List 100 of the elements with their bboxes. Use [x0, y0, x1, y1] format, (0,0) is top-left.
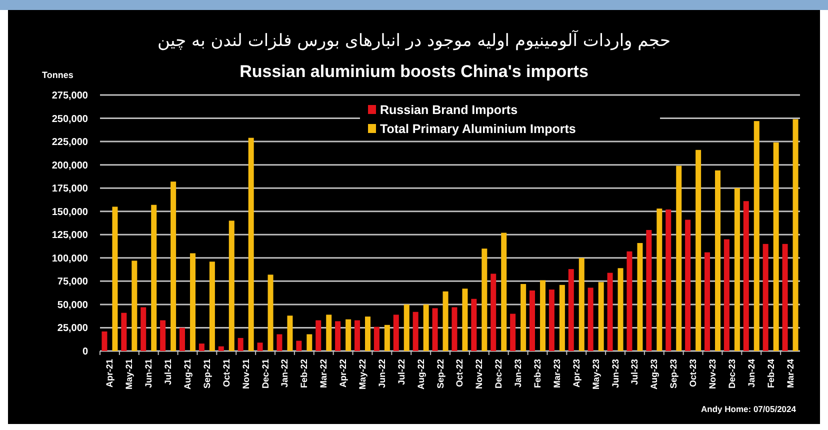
bar — [626, 251, 632, 351]
bar — [501, 232, 507, 351]
bar — [268, 274, 274, 351]
bar — [598, 282, 604, 351]
x-tick-label: Dec-22 — [494, 359, 504, 389]
x-tick-label: Feb-24 — [766, 359, 776, 388]
x-tick-label: Jan-24 — [746, 359, 756, 388]
bar — [190, 253, 196, 351]
bar — [510, 314, 516, 351]
x-tick-label: Dec-21 — [260, 359, 270, 389]
bar — [724, 239, 730, 351]
bar — [354, 320, 360, 351]
bar — [743, 201, 749, 351]
bar — [209, 262, 215, 351]
bar — [685, 220, 691, 351]
bar — [170, 182, 176, 351]
x-tick-label: Jul-22 — [396, 359, 406, 386]
bar — [734, 188, 740, 351]
x-tick-label: Nov-22 — [474, 359, 484, 390]
x-tick-label: Apr-22 — [338, 359, 348, 388]
x-tick-label: Sep-23 — [668, 359, 679, 389]
bar — [432, 308, 438, 351]
y-tick-label: 100,000 — [52, 253, 88, 264]
x-tick-label: Mar-23 — [552, 359, 562, 388]
bar — [704, 252, 710, 351]
bar — [762, 244, 768, 351]
y-tick-label: 175,000 — [52, 184, 88, 195]
bar — [335, 321, 341, 351]
bar — [404, 304, 410, 351]
y-tick-label: 50,000 — [57, 300, 88, 311]
chart-title: حجم واردات آلومینیوم اولیه موجود در انبارهای بورس فلزات لندن به چین — [158, 30, 670, 51]
legend-label: Total Primary Aluminium Imports — [380, 122, 576, 136]
bar — [462, 288, 468, 351]
x-tick-label: Aug-22 — [416, 359, 426, 390]
x-tick-label: Jun-22 — [376, 359, 387, 388]
bar — [276, 334, 282, 351]
bar — [715, 170, 720, 351]
y-axis-title: Tonnes — [42, 70, 74, 80]
y-tick-label: 275,000 — [52, 90, 88, 102]
bar — [326, 314, 332, 351]
x-tick-label: Mar-24 — [785, 359, 796, 388]
bar — [530, 290, 535, 351]
bar — [773, 142, 779, 351]
bar — [306, 334, 312, 351]
x-tick-label: Dec-23 — [726, 359, 737, 389]
bar — [198, 344, 204, 351]
x-tick-label: Apr-21 — [104, 359, 115, 388]
y-tick-label: 250,000 — [52, 114, 88, 125]
bar — [666, 210, 672, 351]
bar — [384, 324, 390, 351]
legend-label: Russian Brand Imports — [380, 103, 518, 117]
bar — [452, 307, 458, 351]
x-tick-label: Sep-21 — [202, 359, 212, 389]
bar — [365, 316, 370, 351]
bar — [578, 258, 584, 351]
bar — [228, 220, 234, 351]
bar — [696, 150, 702, 351]
bar — [607, 272, 613, 351]
y-tick-label: 25,000 — [57, 323, 88, 334]
bar — [160, 320, 166, 351]
x-tick-label: Nov-21 — [240, 359, 251, 390]
bar — [548, 290, 554, 351]
bar — [471, 298, 477, 351]
x-tick-label: Oct-21 — [221, 359, 232, 388]
x-tick-label: Nov-23 — [708, 359, 718, 390]
bar — [588, 288, 594, 351]
bar — [248, 138, 254, 351]
x-tick-label: Sep-22 — [435, 359, 446, 389]
text: Andy Home: 07/05/2024 — [701, 404, 796, 414]
bar — [132, 260, 138, 351]
y-tick-label: 150,000 — [52, 206, 88, 218]
x-tick-label: Jun-23 — [610, 359, 620, 388]
chart-subtitle: Russian aluminium boosts China's imports — [240, 62, 588, 81]
x-tick-label: May-21 — [124, 359, 134, 390]
bar — [346, 319, 352, 351]
bar — [646, 230, 652, 351]
bar — [423, 304, 429, 351]
x-tick-label: Feb-22 — [299, 359, 310, 388]
bar — [287, 316, 293, 351]
bar — [112, 206, 118, 351]
bar — [412, 312, 418, 351]
bar — [490, 274, 496, 351]
bar — [559, 284, 565, 351]
y-tick-label: 200,000 — [52, 160, 88, 172]
bar — [482, 248, 488, 351]
bar — [140, 307, 146, 351]
bar — [676, 166, 682, 351]
bar — [257, 342, 263, 351]
y-tick-label: 0 — [82, 346, 88, 358]
bar — [102, 331, 108, 351]
bar — [180, 328, 185, 351]
x-tick-label: Jul-21 — [163, 359, 174, 386]
x-tick-label: Aug-23 — [649, 359, 660, 390]
y-tick-label: 75,000 — [57, 276, 88, 288]
x-tick-label: Jan-23 — [513, 359, 524, 388]
x-tick-label: May-22 — [358, 359, 368, 390]
bar — [296, 340, 302, 351]
bar — [238, 338, 244, 351]
bar — [656, 208, 662, 351]
bar — [568, 269, 574, 351]
